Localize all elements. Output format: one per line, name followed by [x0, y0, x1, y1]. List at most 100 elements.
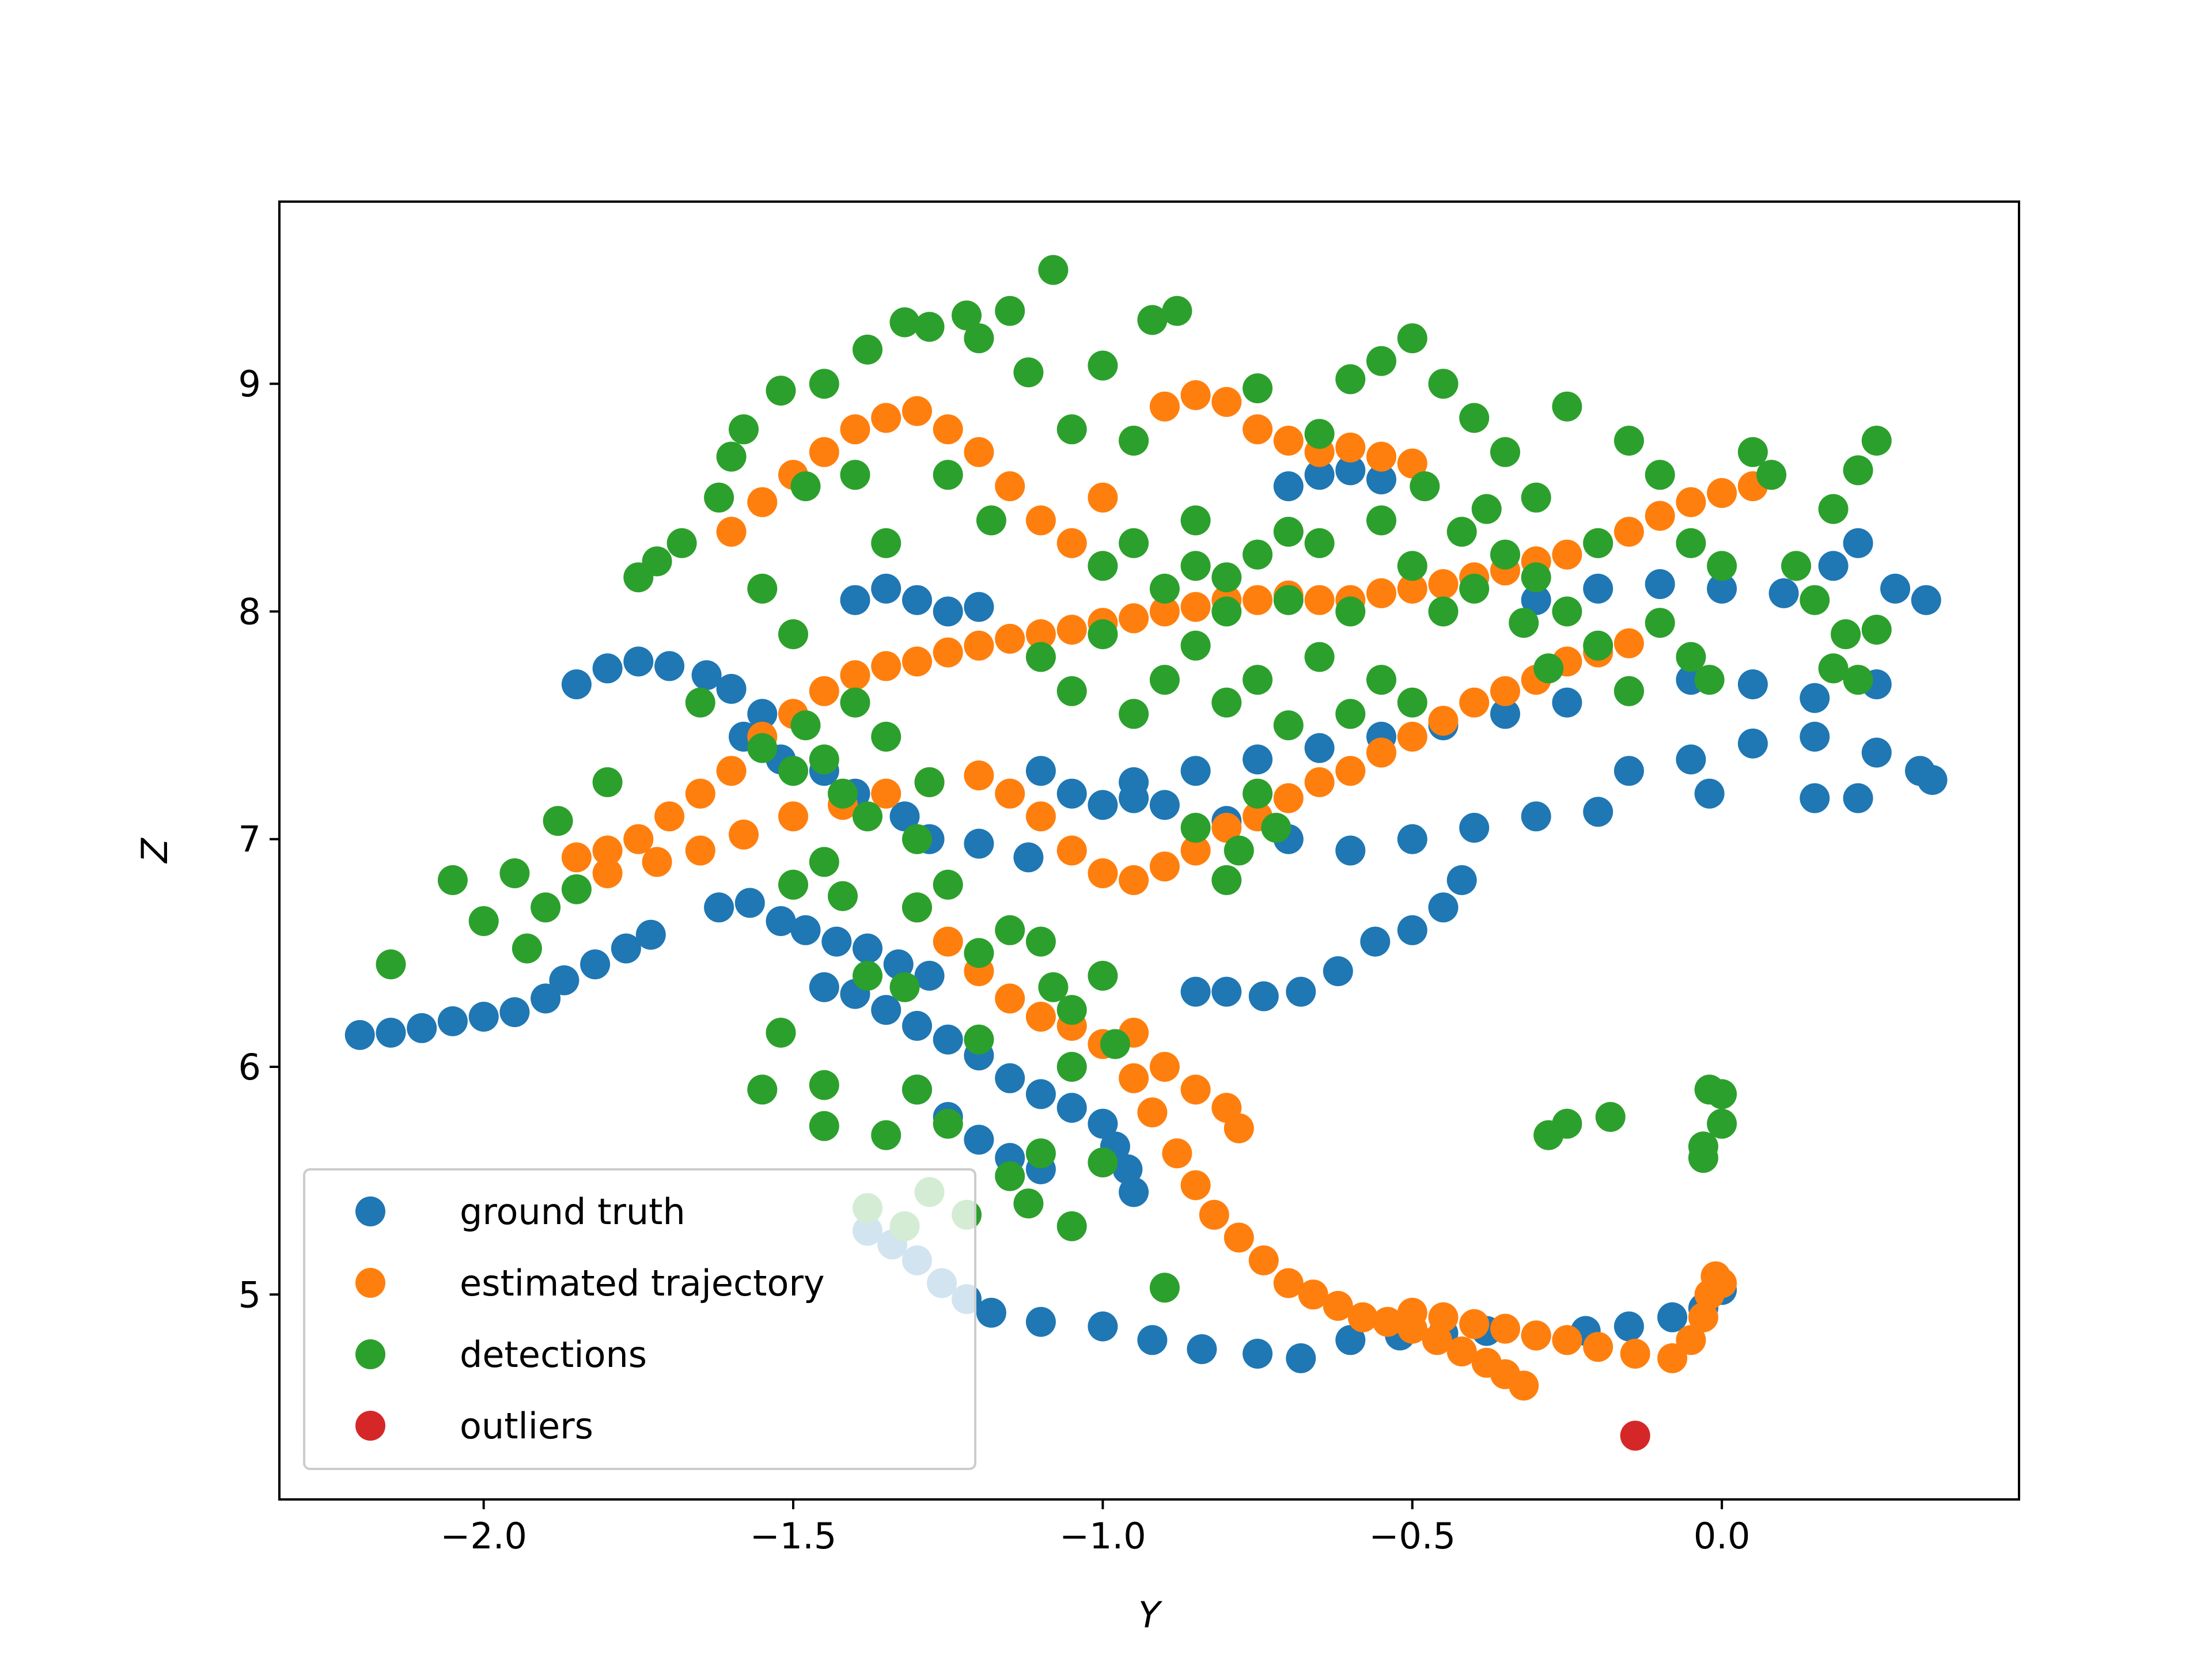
data-point [1199, 1199, 1229, 1230]
data-point [1645, 569, 1675, 599]
data-point [790, 710, 821, 741]
data-point [1013, 357, 1044, 388]
data-point [1180, 551, 1211, 581]
data-point [1509, 1370, 1539, 1401]
data-point [1861, 737, 1892, 768]
data-point [512, 933, 542, 964]
x-tick-label: −1.5 [750, 1515, 837, 1557]
data-point [1366, 464, 1396, 495]
data-point [1304, 528, 1335, 558]
data-point [964, 323, 994, 354]
data-point [1149, 790, 1180, 820]
data-point [531, 983, 561, 1014]
data-point [1323, 956, 1353, 986]
data-point [592, 835, 623, 866]
data-point [1818, 551, 1849, 581]
data-point [1397, 687, 1427, 718]
data-point [1800, 585, 1830, 615]
data-point [1645, 460, 1675, 490]
data-point [1119, 426, 1149, 456]
data-point [790, 471, 821, 502]
data-point [561, 669, 592, 699]
data-point [1088, 790, 1118, 820]
data-point [1038, 255, 1069, 285]
legend-label: ground truth [460, 1191, 685, 1233]
data-point [543, 806, 573, 836]
data-point [1552, 596, 1582, 627]
data-point [1056, 1052, 1087, 1082]
data-point [561, 842, 592, 873]
data-point [1180, 592, 1211, 622]
data-point [1224, 1113, 1254, 1143]
data-point [995, 915, 1025, 945]
data-point [964, 938, 994, 968]
data-point [1025, 756, 1056, 786]
data-point [1428, 1302, 1459, 1332]
data-point [840, 687, 870, 718]
data-point [1149, 391, 1180, 422]
data-point [964, 1124, 994, 1155]
data-point [1013, 842, 1044, 873]
data-point [734, 888, 765, 918]
data-point [1360, 926, 1391, 957]
data-point [1119, 528, 1149, 558]
data-point [1366, 578, 1396, 608]
data-point [1243, 373, 1273, 404]
data-point [716, 756, 747, 786]
data-point [1335, 1325, 1366, 1355]
data-point [1707, 573, 1737, 604]
data-point [1422, 1325, 1452, 1355]
data-point [592, 767, 623, 797]
data-point [1261, 813, 1291, 843]
data-point [1243, 665, 1273, 695]
data-point [1211, 562, 1242, 593]
data-point [1304, 733, 1335, 763]
data-point [1056, 1093, 1087, 1123]
data-point [1088, 1108, 1118, 1139]
data-point [995, 623, 1025, 654]
data-point [1224, 835, 1254, 866]
data-point [1657, 1302, 1688, 1332]
data-point [840, 460, 870, 490]
data-point [964, 1024, 994, 1055]
data-point [809, 744, 839, 775]
data-point [1676, 744, 1706, 775]
x-axis-label: Y [1138, 1594, 1162, 1636]
x-tick-label: −0.5 [1369, 1515, 1456, 1557]
data-point [1552, 687, 1582, 718]
data-point [1088, 551, 1118, 581]
data-point [790, 915, 821, 945]
data-point [1459, 813, 1490, 843]
data-point [933, 414, 963, 445]
data-point [747, 733, 778, 763]
data-point [933, 637, 963, 668]
data-point [549, 965, 579, 995]
data-point [1459, 1309, 1490, 1339]
data-point [933, 926, 963, 957]
data-point [1088, 350, 1118, 381]
data-point [1613, 517, 1644, 547]
data-point [1211, 596, 1242, 627]
axes-frame [278, 200, 2020, 1501]
data-point [809, 847, 839, 877]
data-point [468, 1002, 499, 1032]
data-point [1459, 687, 1490, 718]
data-point [704, 892, 734, 923]
data-point [889, 972, 920, 1002]
data-point [1521, 801, 1551, 832]
data-point [1056, 528, 1087, 558]
data-point [995, 296, 1025, 326]
data-point [1119, 699, 1149, 729]
data-point [1397, 448, 1427, 479]
data-point [1304, 767, 1335, 797]
data-point [1088, 619, 1118, 649]
data-point [1861, 426, 1892, 456]
data-point [611, 933, 641, 964]
data-point [1273, 517, 1304, 547]
y-tick-label: 5 [238, 1274, 261, 1316]
data-point [995, 983, 1025, 1014]
data-point [716, 441, 747, 472]
data-point [1335, 596, 1366, 627]
legend-marker [355, 1411, 385, 1441]
data-point [1335, 455, 1366, 486]
